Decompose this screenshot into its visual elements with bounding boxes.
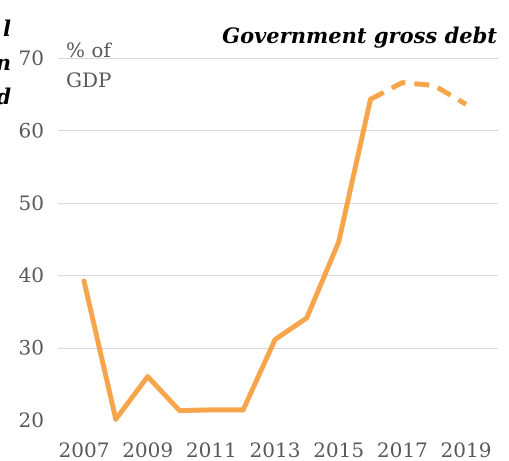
x-axis-tick-labels: 2007 2009 2011 2013 2015 2017 2019 [59,438,492,461]
x-tick-label: 2015 [313,438,364,461]
x-tick-label: 2009 [122,438,173,461]
x-tick-label: 2011 [186,438,237,461]
clipped-left-text-1: l [3,16,11,41]
clipped-left-text-3: d [0,84,11,109]
y-tick-label: 30 [19,336,44,360]
chart-title: Government gross debt [222,23,497,48]
y-unit-label-line-1: % of [66,38,112,62]
debt-line-projected [369,80,468,107]
y-tick-label: 40 [19,263,44,287]
y-tick-label: 50 [19,191,44,215]
y-axis-tick-labels: 20 30 40 50 60 70 [19,46,44,432]
y-tick-label: 20 [19,408,44,432]
x-tick-label: 2019 [441,438,492,461]
x-tick-label: 2017 [377,438,428,461]
y-tick-label: 60 [19,118,44,142]
y-tick-label: 70 [19,46,44,70]
series-lines [81,80,468,422]
clipped-left-text-2: n [0,50,11,75]
debt-line-actual [81,96,373,422]
x-tick-label: 2007 [59,438,110,461]
gridlines [58,58,498,349]
y-unit-label-line-2: GDP [66,68,111,92]
x-tick-label: 2013 [250,438,301,461]
